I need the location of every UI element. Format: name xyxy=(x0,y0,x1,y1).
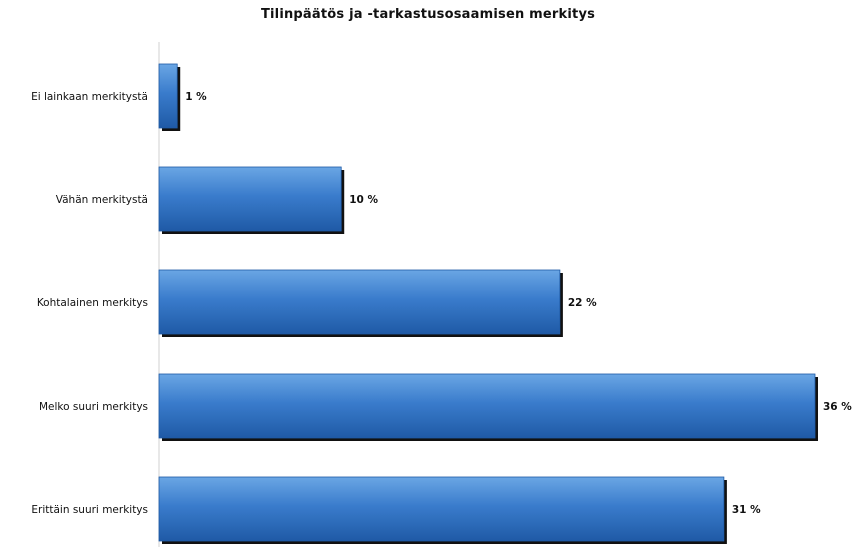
value-label: 31 % xyxy=(732,504,761,516)
bar xyxy=(158,166,342,232)
bar xyxy=(158,476,725,542)
value-label: 10 % xyxy=(349,194,378,206)
value-label: 36 % xyxy=(823,401,852,413)
bar xyxy=(158,373,816,439)
value-label: 22 % xyxy=(568,297,597,309)
bar xyxy=(158,269,561,335)
category-label: Kohtalainen merkitys xyxy=(37,297,148,309)
bar xyxy=(158,63,178,129)
category-label: Melko suuri merkitys xyxy=(39,401,148,413)
category-label: Vähän merkitystä xyxy=(56,194,148,206)
value-label: 1 % xyxy=(185,91,207,103)
category-label: Ei lainkaan merkitystä xyxy=(31,91,148,103)
chart-title: Tilinpäätös ja -tarkastusosaamisen merki… xyxy=(260,7,596,22)
category-label: Erittäin suuri merkitys xyxy=(31,504,148,516)
